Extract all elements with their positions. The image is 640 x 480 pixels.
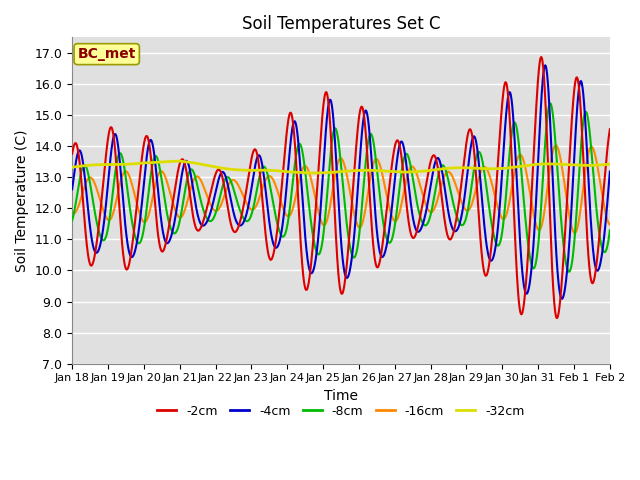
-4cm bbox=[308, 270, 316, 276]
-2cm bbox=[317, 129, 325, 134]
-16cm bbox=[132, 196, 140, 202]
-2cm bbox=[68, 151, 76, 156]
-32cm bbox=[606, 161, 614, 167]
-8cm bbox=[374, 178, 382, 184]
-4cm bbox=[110, 133, 118, 139]
Text: BC_met: BC_met bbox=[77, 47, 136, 61]
-2cm bbox=[110, 134, 118, 140]
-4cm bbox=[132, 246, 140, 252]
-8cm bbox=[606, 228, 614, 233]
-32cm bbox=[68, 164, 76, 170]
-32cm bbox=[375, 168, 383, 174]
Line: -2cm: -2cm bbox=[72, 57, 610, 318]
-4cm bbox=[374, 239, 382, 245]
Line: -32cm: -32cm bbox=[72, 161, 610, 173]
-32cm bbox=[132, 161, 140, 167]
-8cm bbox=[296, 142, 304, 147]
-8cm bbox=[547, 100, 554, 106]
Line: -8cm: -8cm bbox=[72, 103, 610, 272]
-2cm bbox=[538, 54, 545, 60]
Title: Soil Temperatures Set C: Soil Temperatures Set C bbox=[242, 15, 440, 33]
-8cm bbox=[308, 222, 316, 228]
-16cm bbox=[552, 143, 559, 148]
-16cm bbox=[317, 218, 325, 224]
-16cm bbox=[308, 178, 316, 183]
Y-axis label: Soil Temperature (C): Soil Temperature (C) bbox=[15, 129, 29, 272]
-16cm bbox=[68, 210, 76, 216]
-32cm bbox=[175, 158, 183, 164]
-2cm bbox=[374, 264, 382, 270]
Line: -16cm: -16cm bbox=[72, 145, 610, 233]
-4cm bbox=[541, 62, 549, 68]
-8cm bbox=[317, 246, 325, 252]
-32cm bbox=[297, 170, 305, 176]
-4cm bbox=[296, 164, 304, 170]
-8cm bbox=[565, 269, 573, 275]
-2cm bbox=[296, 234, 304, 240]
-8cm bbox=[68, 217, 76, 223]
-2cm bbox=[553, 315, 561, 321]
-8cm bbox=[132, 235, 140, 241]
X-axis label: Time: Time bbox=[324, 389, 358, 403]
-16cm bbox=[571, 230, 579, 236]
-4cm bbox=[317, 199, 325, 204]
-2cm bbox=[308, 258, 316, 264]
Line: -4cm: -4cm bbox=[72, 65, 610, 299]
-32cm bbox=[310, 170, 318, 176]
-2cm bbox=[606, 126, 614, 132]
-4cm bbox=[558, 296, 566, 301]
-16cm bbox=[296, 173, 304, 179]
-16cm bbox=[606, 222, 614, 228]
-8cm bbox=[110, 181, 118, 187]
-32cm bbox=[318, 170, 326, 176]
-4cm bbox=[68, 186, 76, 192]
-32cm bbox=[308, 170, 316, 176]
-2cm bbox=[132, 213, 140, 219]
-16cm bbox=[374, 158, 382, 164]
-16cm bbox=[110, 208, 118, 214]
-32cm bbox=[110, 162, 118, 168]
Legend: -2cm, -4cm, -8cm, -16cm, -32cm: -2cm, -4cm, -8cm, -16cm, -32cm bbox=[152, 400, 529, 423]
-4cm bbox=[606, 168, 614, 174]
